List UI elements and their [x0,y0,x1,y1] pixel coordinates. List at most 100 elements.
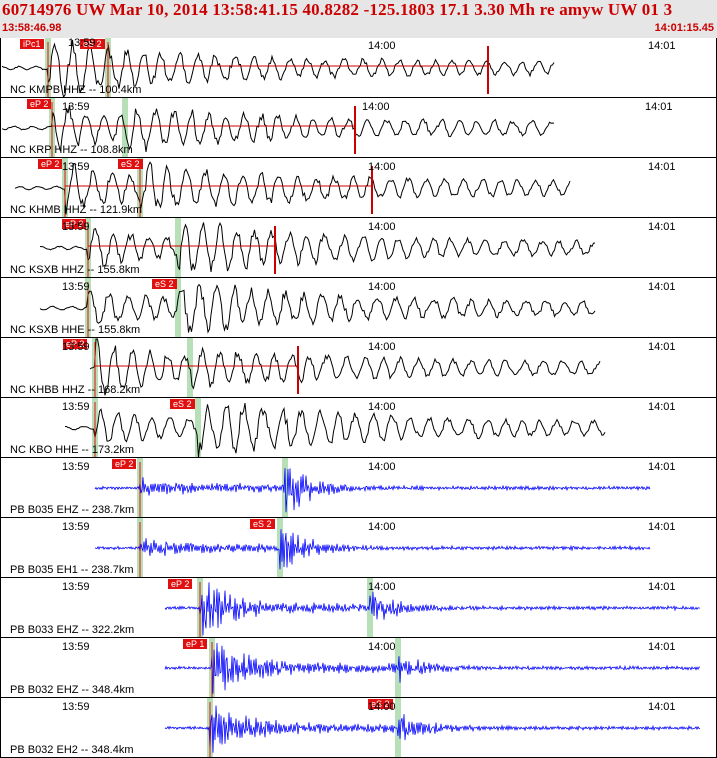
window-start-time: 13:58:46.98 [2,22,62,34]
time-tick-label: 13:59 [62,221,90,233]
phase-pick-label[interactable]: eP 2 [112,459,137,469]
velocity-waveform [89,338,601,396]
waveform-plot [1,98,555,157]
waveform-plot [94,518,651,577]
phase-pick-label[interactable]: eP 2 [62,219,87,229]
phase-window [277,518,283,577]
time-tick-label: 13:59 [62,281,90,293]
phase-pick-label[interactable]: eP 1 [183,639,208,649]
time-tick-label: 14:01 [648,40,676,52]
phase-window [282,458,288,517]
seismogram-panel[interactable]: eP 2 13:59 14:00 14:01 PB B035 EHZ -- 238.7k… [0,458,717,518]
station-label: NC KSXB HHZ -- 155.8km [10,264,140,276]
phase-pick-label[interactable]: eS 2 [170,399,195,409]
strain-waveform [164,642,701,694]
time-tick-label: 14:00 [368,461,396,473]
phase-window [175,218,181,277]
time-tick-label: 14:01 [648,401,676,413]
waveform-plot [1,38,555,97]
time-tick-label: 13:59 [62,101,90,113]
time-tick-label: 14:01 [648,221,676,233]
time-tick-label: 14:01 [648,341,676,353]
time-tick-label: 14:00 [368,701,396,713]
waveform-plot [164,578,701,637]
time-tick-label: 13:59 [62,341,90,353]
time-tick-label: 14:01 [648,641,676,653]
seismogram-panel[interactable]: eP 2 13:59 14:00 14:01 NC KSXB HHZ -- 155.8k… [0,218,717,278]
station-label: PB B032 EH2 -- 348.4km [10,744,134,756]
time-tick-label: 14:00 [362,101,390,113]
time-tick-label: 14:01 [648,581,676,593]
time-tick-label: 13:59 [62,581,90,593]
time-tick-label: 13:59 [62,701,90,713]
velocity-waveform [39,221,596,272]
station-label: PB B033 EHZ -- 322.2km [10,624,135,636]
waveform-plot [94,458,651,517]
velocity-waveform [1,105,555,152]
station-label: NC KHBB HHZ -- 168.2km [10,384,141,396]
seismogram-panel[interactable]: eP 2 13:59 14:00 14:01 NC KRP HHZ -- 108.8km [0,98,717,158]
seismogram-panel[interactable]: iPc1 eS 2 13:59 14:00 14:01 NC KMPB HHZ -- 10… [0,38,717,98]
station-label: PB B035 EH1 -- 238.7km [10,564,134,576]
time-tick-label: 14:00 [368,40,396,52]
phase-pick-label[interactable]: eP 2 [38,159,63,169]
seismogram-panel[interactable]: eP 1 13:59 14:00 14:01 PB B032 EHZ -- 348.4k… [0,638,717,698]
seismogram-panel[interactable]: eS 2 13:59 14:00 14:01 PB B035 EH1 -- 238.7k… [0,518,717,578]
time-tick-label: 13:59 [62,641,90,653]
station-label: NC KBO HHE -- 173.2km [10,444,135,456]
seismogram-panel[interactable]: eP 2 13:59 14:00 14:01 PB B033 EHZ -- 322.2k… [0,578,717,638]
phase-pick-label[interactable]: eS 2 [368,699,393,709]
phase-window [187,338,193,397]
seismogram-panel[interactable]: eS 2 13:59 14:00 14:01 NC KBO HHE -- 173.2km [0,398,717,458]
strain-waveform [164,582,701,636]
phase-pick-label[interactable]: iPc1 [20,39,44,49]
time-tick-label: 14:00 [368,521,396,533]
time-tick-label: 13:59 [62,521,90,533]
station-label: PB B035 EHZ -- 238.7km [10,504,135,516]
time-tick-label: 14:00 [368,401,396,413]
time-tick-label: 13:59 [62,401,90,413]
waveform-plot [164,698,701,757]
waveform-plot [39,278,596,337]
seismogram-panel[interactable]: eP 2 13:59 14:00 14:01 NC KHBB HHZ -- 168.2k… [0,338,717,398]
phase-pick-label[interactable]: eP 2 [168,579,193,589]
phase-pick-label[interactable]: eS 2 [118,159,143,169]
time-tick-label: 14:01 [648,521,676,533]
time-tick-label: 13:59 [62,461,90,473]
phase-pick-label[interactable]: eS 2 [80,39,105,49]
phase-pick-label[interactable]: eP 2 [63,339,88,349]
time-tick-label: 14:01 [648,161,676,173]
seismogram-panel[interactable]: eP 2 eS 2 13:59 14:00 14:01 NC KHMB HHZ -- 12… [0,158,717,218]
seismogram-panel[interactable]: eS 2 13:59 14:00 14:01 PB B032 EH2 -- 348.4k… [0,698,717,758]
waveform-plot [164,638,701,697]
window-end-time: 14:01:15.45 [654,22,714,34]
phase-window [175,278,181,337]
station-label: NC KMPB HHZ -- 100.4km [10,84,142,96]
time-tick-label: 14:00 [368,581,396,593]
time-tick-label: 14:00 [368,221,396,233]
phase-window [367,578,373,637]
phase-window [195,398,201,457]
seismogram-panel[interactable]: eS 2 13:59 14:00 14:01 NC KSXB HHE -- 155.8k… [0,278,717,338]
time-tick-label: 14:00 [368,641,396,653]
time-tick-label: 14:00 [368,161,396,173]
time-tick-label: 14:00 [368,281,396,293]
strain-waveform [164,705,701,753]
strain-waveform [94,468,651,513]
station-label: NC KRP HHZ -- 108.8km [10,144,133,156]
station-label: NC KSXB HHE -- 155.8km [10,324,141,336]
waveform-plot [14,158,571,217]
phase-pick-label[interactable]: eS 2 [152,279,177,289]
phase-window [395,698,401,757]
header-bar: 60714976 UW Mar 10, 2014 13:58:41.15 40.… [0,0,717,38]
waveform-plot [65,398,606,457]
phase-pick-label[interactable]: eS 2 [250,519,275,529]
station-label: NC KHMB HHZ -- 121.9km [10,204,143,216]
time-tick-label: 14:01 [648,701,676,713]
time-tick-label: 13:59 [68,38,96,49]
velocity-waveform [39,283,596,334]
waveform-plot [39,218,596,277]
time-tick-label: 13:59 [62,161,90,173]
station-label: PB B032 EHZ -- 348.4km [10,684,135,696]
phase-pick-label[interactable]: eP 2 [27,99,52,109]
